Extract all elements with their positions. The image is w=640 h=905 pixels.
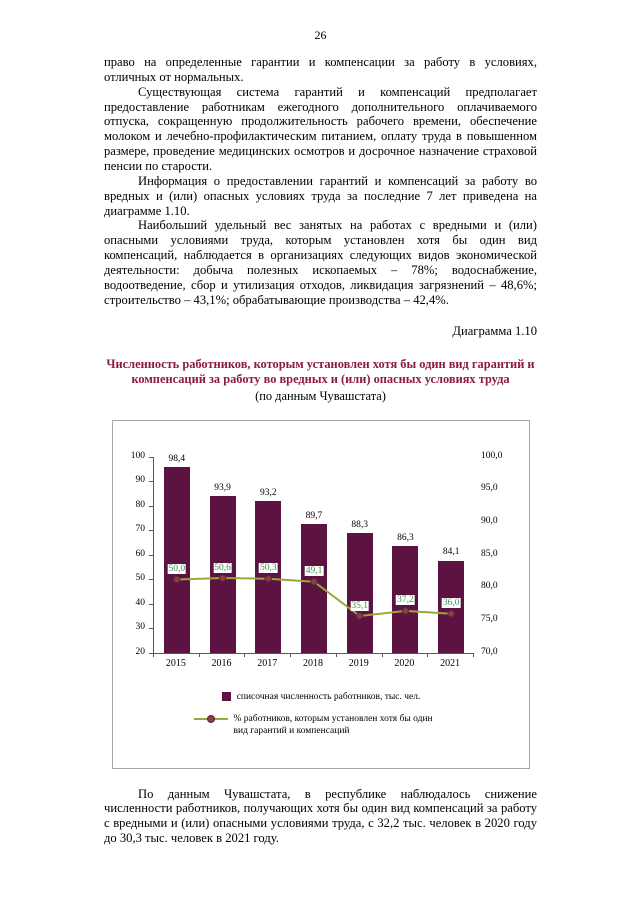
tick-mark bbox=[381, 652, 383, 657]
x-axis-label: 2018 bbox=[302, 657, 323, 669]
x-axis-label: 2020 bbox=[394, 657, 415, 669]
paragraph-closing: По данным Чувашстата, в республике наблю… bbox=[104, 786, 537, 846]
chart-legend: списочная численность работников, тыс. ч… bbox=[113, 691, 529, 738]
x-axis-label: 2021 bbox=[440, 657, 461, 669]
line-value-label: 35,1 bbox=[350, 600, 370, 611]
legend-label-line: % работников, которым установлен хотя бы… bbox=[233, 713, 433, 737]
y-axis-tick-left: 60 bbox=[135, 548, 146, 559]
y-axis-tick-right: 70,0 bbox=[481, 646, 498, 657]
paragraph-4: Наибольший удельный вес занятых на работ… bbox=[104, 218, 537, 307]
y-axis-tick-left: 100 bbox=[130, 450, 145, 461]
tick-mark bbox=[153, 652, 154, 657]
plot-area: 98,4 93,9 93,2 89,7 88,3 86,3 84,1 50,0 50,6 50,3… bbox=[153, 454, 474, 654]
y-axis-tick-left: 40 bbox=[135, 597, 146, 608]
legend-item-bars: списочная численность работников, тыс. ч… bbox=[221, 691, 421, 703]
bar-value-label: 98,4 bbox=[168, 454, 186, 465]
diagram-label: Диаграмма 1.10 bbox=[452, 323, 537, 338]
line-marker-icon bbox=[193, 713, 228, 725]
line-marker bbox=[356, 611, 364, 620]
tick-mark bbox=[335, 652, 337, 657]
tick-mark bbox=[427, 652, 429, 657]
chart-title: Численность работников, которым установл… bbox=[106, 356, 535, 387]
paragraph-2: Существующая система гарантий и компенса… bbox=[104, 84, 537, 174]
line-value-label: 49,1 bbox=[304, 566, 324, 577]
tick-mark bbox=[198, 652, 200, 657]
line-marker bbox=[173, 575, 181, 583]
y-axis-tick-right: 80,0 bbox=[481, 581, 498, 592]
line-value-label: 50,6 bbox=[213, 562, 232, 573]
tick-mark bbox=[149, 456, 153, 458]
y-axis-tick-left: 90 bbox=[135, 475, 146, 486]
y-axis-tick-left: 20 bbox=[135, 646, 146, 657]
tick-mark bbox=[149, 652, 153, 654]
y-axis-tick-right: 90,0 bbox=[481, 515, 498, 526]
line-marker bbox=[218, 573, 227, 582]
line-marker bbox=[447, 609, 455, 618]
paragraph-3: Информация о предоставлении гарантий и к… bbox=[104, 173, 537, 218]
line-value-label: 50,3 bbox=[258, 563, 278, 574]
legend-item-line: % работников, которым установлен хотя бы… bbox=[193, 713, 449, 738]
line-marker bbox=[310, 577, 318, 586]
tick-mark bbox=[149, 505, 153, 507]
bar-2019 bbox=[346, 533, 373, 653]
tick-mark bbox=[244, 652, 246, 657]
y-axis-tick-left: 70 bbox=[135, 524, 146, 535]
tick-mark bbox=[473, 652, 474, 657]
y-axis-tick-right: 100,0 bbox=[481, 450, 503, 461]
bar-value-label: 89,7 bbox=[305, 510, 323, 521]
marker-swatch bbox=[206, 714, 215, 723]
x-axis-label: 2015 bbox=[165, 657, 186, 669]
y-axis-tick-right: 95,0 bbox=[481, 483, 498, 494]
y-axis-tick-right: 75,0 bbox=[481, 613, 498, 624]
x-axis-label: 2019 bbox=[348, 657, 369, 669]
tick-mark bbox=[149, 628, 153, 630]
line-value-label: 37,2 bbox=[396, 595, 415, 606]
y-axis-tick-right: 85,0 bbox=[481, 548, 498, 559]
bar-swatch-icon bbox=[221, 691, 231, 701]
y-axis-tick-left: 80 bbox=[135, 499, 146, 510]
bar-value-label: 88,3 bbox=[351, 520, 368, 531]
line-series bbox=[173, 573, 455, 620]
page-number: 26 bbox=[314, 28, 327, 42]
tick-mark bbox=[149, 481, 153, 483]
y-axis-tick-left: 50 bbox=[135, 573, 146, 584]
bar-2015 bbox=[163, 467, 190, 653]
bar-value-label: 93,2 bbox=[259, 488, 277, 499]
line-marker bbox=[264, 574, 272, 583]
tick-mark bbox=[290, 652, 292, 657]
bar-value-label: 93,9 bbox=[214, 483, 231, 494]
paragraph-1: право на определенные гарантии и компенс… bbox=[104, 55, 537, 84]
line-marker bbox=[401, 606, 410, 615]
chart-subtitle: (по данным Чувашстата) bbox=[255, 388, 386, 403]
y-axis-tick-left: 30 bbox=[135, 622, 146, 633]
x-axis-label: 2016 bbox=[211, 657, 232, 669]
tick-mark bbox=[149, 603, 153, 605]
legend-label-bars: списочная численность работников, тыс. ч… bbox=[236, 691, 421, 702]
line-value-label: 36,0 bbox=[441, 598, 461, 609]
tick-mark bbox=[149, 554, 153, 556]
chart: 98,4 93,9 93,2 89,7 88,3 86,3 84,1 50,0 50,6 50,3… bbox=[112, 419, 530, 769]
tick-mark bbox=[149, 530, 153, 532]
line-value-label: 50,0 bbox=[167, 564, 187, 575]
bar-value-label: 86,3 bbox=[397, 533, 414, 544]
bar-value-label: 84,1 bbox=[442, 547, 460, 558]
x-axis-label: 2017 bbox=[257, 657, 278, 669]
tick-mark bbox=[149, 579, 153, 581]
